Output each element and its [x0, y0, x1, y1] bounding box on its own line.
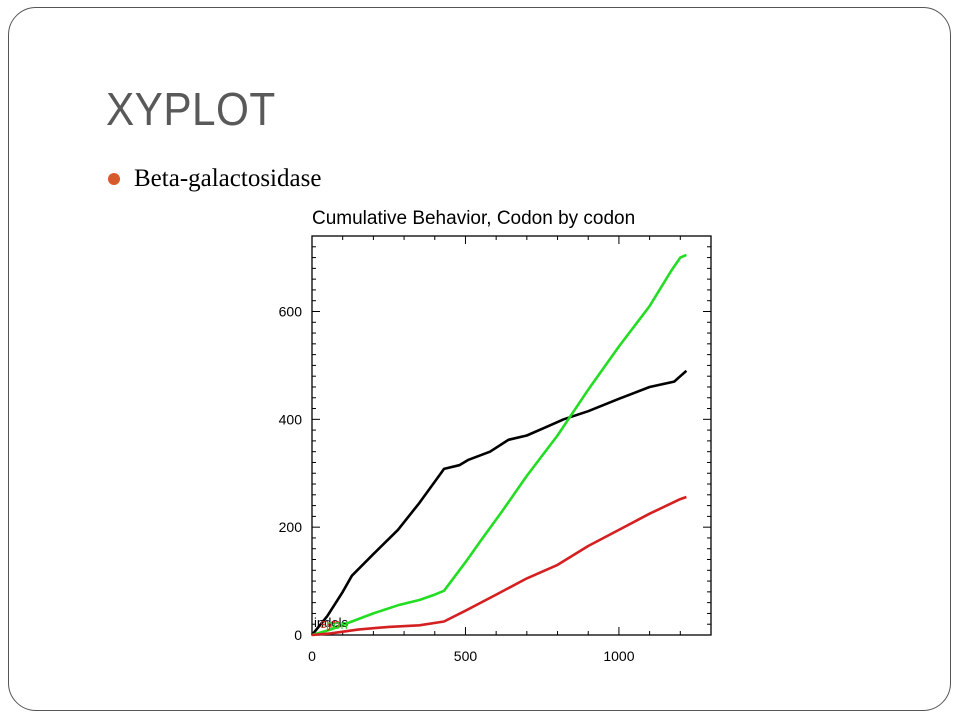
bullet-item: Beta-galactosidase	[108, 165, 321, 193]
legend-label: non	[326, 617, 348, 632]
y-tick-label: 400	[279, 411, 303, 427]
series-line-2	[311, 495, 687, 637]
bullet-text: Beta-galactosidase	[134, 165, 322, 192]
slide-frame	[8, 7, 951, 711]
slide-title: XYPLOT	[106, 83, 276, 135]
series-line-1	[311, 253, 687, 637]
x-tick-label: 500	[454, 648, 478, 664]
bullet-dot-icon	[108, 173, 120, 185]
y-tick-label: 0	[294, 627, 302, 643]
y-tick-label: 600	[279, 303, 303, 319]
x-tick-label: 0	[308, 648, 316, 664]
legend-label: syn	[320, 616, 340, 631]
chart-title: Cumulative Behavior, Codon by codon	[312, 208, 635, 229]
plot-frame	[311, 235, 712, 636]
x-tick-label: 1000	[603, 648, 634, 664]
series-line-0	[310, 369, 688, 636]
legend-label: indels	[314, 615, 348, 630]
y-tick-label: 200	[279, 519, 303, 535]
